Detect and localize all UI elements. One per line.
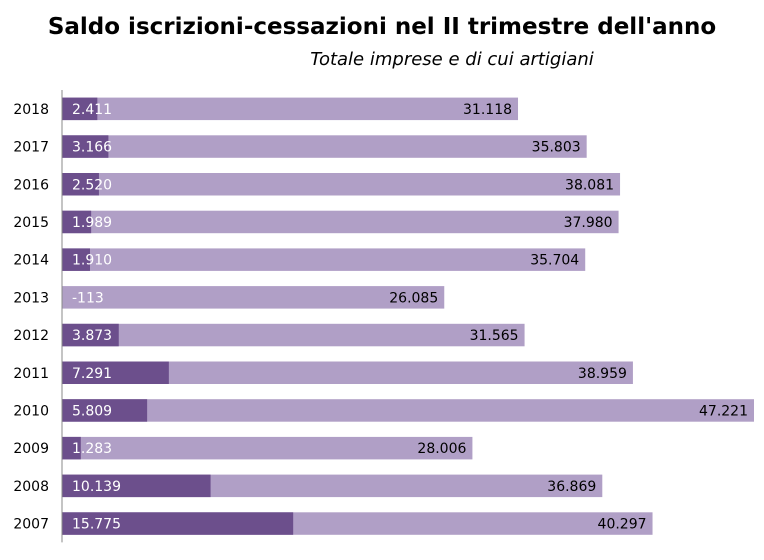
- artigiani-bar: [62, 173, 99, 196]
- category-label: 2014: [13, 253, 49, 269]
- artigiani-value-label: 5.809: [72, 403, 112, 419]
- category-label: 2012: [13, 328, 49, 344]
- artigiani-value-label: 7.291: [72, 366, 112, 382]
- artigiani-bar: [62, 361, 169, 384]
- category-label: 2013: [13, 290, 49, 306]
- total-bar: [62, 323, 525, 347]
- total-value-label: 38.081: [565, 177, 614, 193]
- total-value-label: 38.959: [578, 366, 627, 382]
- total-value-label: 37.980: [564, 215, 613, 231]
- artigiani-bar: [62, 323, 119, 347]
- total-bar: [62, 361, 633, 384]
- total-bar: [62, 173, 621, 196]
- artigiani-bar: [62, 436, 81, 460]
- total-value-label: 35.704: [530, 253, 579, 269]
- total-bar: [62, 135, 587, 158]
- category-label: 2008: [13, 479, 49, 495]
- category-label: 2010: [13, 403, 49, 419]
- chart-title: Saldo iscrizioni-cessazioni nel II trime…: [47, 14, 717, 40]
- category-label: 2007: [13, 517, 49, 533]
- total-value-label: 35.803: [532, 140, 581, 156]
- artigiani-value-label: 2.411: [72, 102, 112, 118]
- artigiani-bar: [62, 248, 90, 271]
- category-label: 2016: [13, 177, 49, 193]
- total-value-label: 26.085: [389, 290, 438, 306]
- category-label: 2009: [13, 441, 49, 457]
- artigiani-value-label: 3.873: [72, 328, 112, 344]
- total-value-label: 28.006: [417, 441, 466, 457]
- total-bar: [62, 399, 754, 422]
- total-bar: [62, 97, 519, 121]
- artigiani-bar: [62, 135, 109, 158]
- category-label: 2015: [13, 215, 49, 231]
- total-bar: [62, 436, 473, 460]
- artigiani-bar: [62, 474, 211, 498]
- artigiani-value-label: 15.775: [72, 517, 121, 533]
- artigiani-value-label: 10.139: [72, 479, 121, 495]
- total-value-label: 47.221: [699, 403, 748, 419]
- total-bar: [62, 210, 619, 234]
- artigiani-bar: [62, 512, 294, 535]
- category-label: 2017: [13, 140, 49, 156]
- total-value-label: 40.297: [598, 517, 647, 533]
- total-bar: [62, 248, 586, 271]
- artigiani-value-label: 1.910: [72, 253, 112, 269]
- artigiani-bar: [62, 399, 148, 422]
- total-value-label: 31.565: [470, 328, 519, 344]
- artigiani-value-label: 1.283: [72, 441, 112, 457]
- category-label: 2011: [13, 366, 49, 382]
- artigiani-bar: [62, 210, 92, 234]
- total-value-label: 31.118: [463, 102, 512, 118]
- artigiani-value-label: 3.166: [72, 140, 112, 156]
- total-bar: [62, 286, 445, 309]
- artigiani-value-label: 1.989: [72, 215, 112, 231]
- artigiani-value-label: -113: [72, 290, 104, 306]
- total-value-label: 36.869: [547, 479, 596, 495]
- category-label: 2018: [13, 102, 49, 118]
- artigiani-value-label: 2.520: [72, 177, 112, 193]
- chart-subtitle: Totale imprese e di cui artigiani: [310, 49, 594, 70]
- artigiani-bar: [62, 97, 98, 121]
